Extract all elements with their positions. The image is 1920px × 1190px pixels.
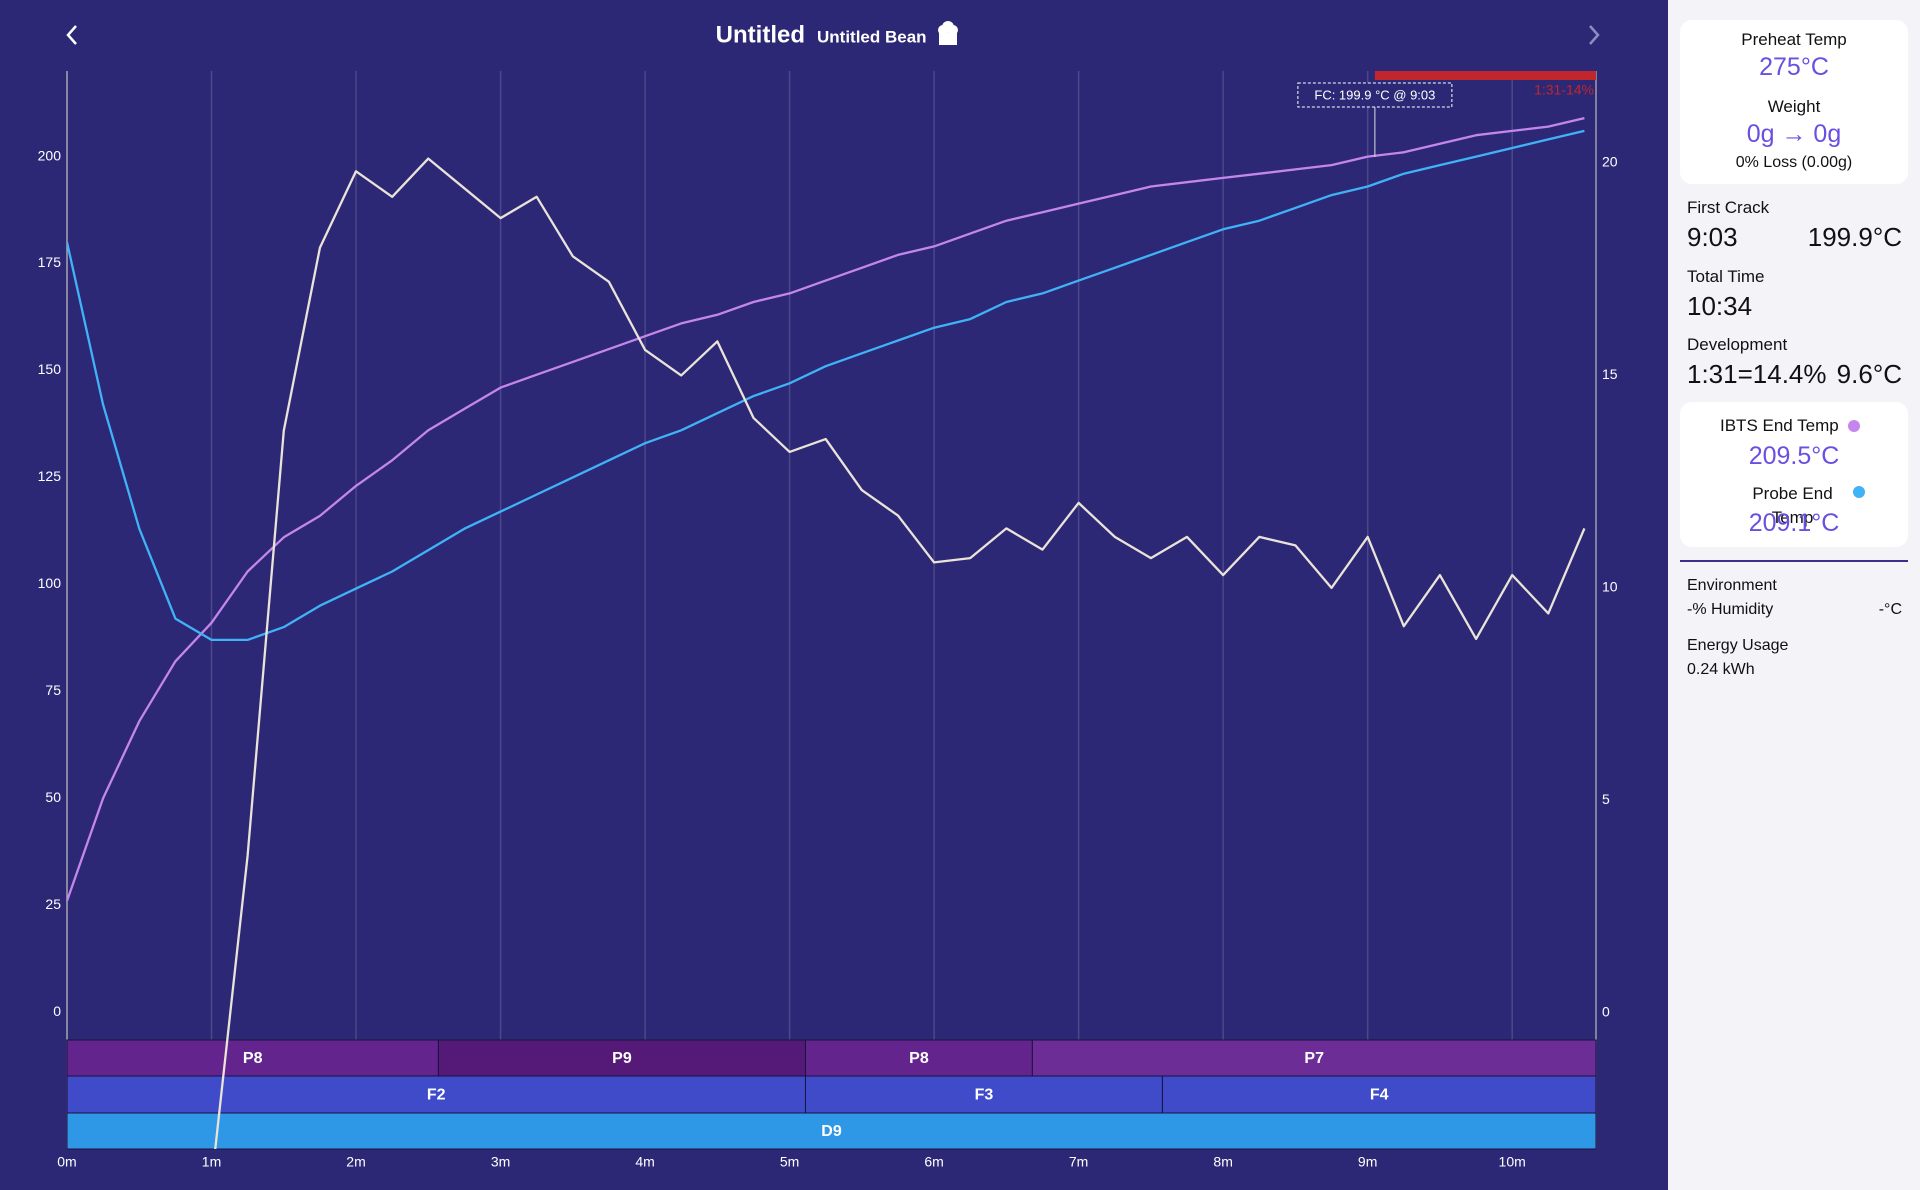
label: Weight [1767,97,1821,116]
value: 0.24 kWh [1687,661,1755,678]
value: 9:03 [1687,222,1738,252]
value: 1:31=14.4% [1687,359,1827,389]
legend-dot [1848,420,1860,432]
band-label: D9 [821,1123,842,1140]
y-tick-label: 0 [53,1003,61,1019]
band-label: P9 [612,1050,632,1067]
development-bar [1374,71,1596,80]
band [1031,1039,1597,1077]
value: 0g → 0g [1746,120,1842,148]
annotation-box [1297,82,1453,108]
band-label: F4 [1370,1087,1389,1104]
band-label: F3 [975,1087,994,1104]
value: -% Humidity [1687,601,1774,618]
sidebar: Preheat Temp 275°C Weight 0g → 0g 0% Los… [1668,0,1920,1190]
y2-tick-label: 5 [1602,791,1610,807]
value: 209.5°C [1748,442,1840,470]
y-tick-label: 100 [38,575,62,591]
x-tick-label: 3m [491,1154,510,1170]
value: 9.6°C [1836,359,1902,389]
band [804,1039,1033,1077]
y2-tick-label: 0 [1602,1004,1610,1020]
band [437,1039,806,1077]
x-tick-label: 6m [924,1154,943,1170]
x-tick-label: 9m [1358,1154,1377,1170]
x-tick-label: 1m [202,1154,221,1170]
label: Development [1687,335,1788,354]
band-label: P7 [1304,1050,1324,1067]
value: 199.9°C [1807,222,1902,252]
y-tick-label: 75 [45,682,61,698]
x-tick-label: 0m [57,1154,76,1170]
card [1680,402,1908,547]
band-label: P8 [243,1050,263,1067]
development-label: 1:31-14% [1534,82,1594,98]
label: Energy Usage [1687,637,1789,654]
band-label: F2 [427,1087,446,1104]
band-label: P8 [909,1050,929,1067]
y-tick-label: 25 [45,896,61,912]
value: 209.1°C [1748,509,1840,537]
y2-tick-label: 10 [1602,579,1618,595]
forward-button[interactable] [1589,25,1600,45]
label: Total Time [1687,267,1765,286]
band [66,1039,439,1077]
label: IBTS End Temp [1720,416,1839,435]
series-line [67,129,1585,642]
series-line [214,157,1586,1149]
legend-dot [1853,486,1865,498]
y-tick-label: 150 [38,361,62,377]
band [804,1075,1163,1114]
x-tick-label: 4m [635,1154,654,1170]
label: First Crack [1687,198,1770,217]
value: 275°C [1759,53,1829,81]
x-tick-label: 7m [1069,1154,1088,1170]
value: 10:34 [1687,291,1753,321]
annotation-text: FC: 199.9 °C @ 9:03 [1314,87,1435,102]
series-line [67,116,1585,902]
label: Probe End Temp [1752,484,1833,527]
subtitle: Untitled Bean [817,27,927,46]
plot [67,116,1586,1149]
band [1161,1075,1597,1114]
y-tick-label: 175 [38,254,62,270]
label: Environment [1687,577,1777,594]
y2-tick-label: 20 [1602,154,1618,170]
card [1680,20,1908,184]
y-tick-label: 50 [45,789,61,805]
chef-icon [938,21,958,45]
label: Preheat Temp [1741,30,1847,49]
y-tick-label: 200 [38,147,62,163]
x-tick-label: 2m [346,1154,365,1170]
x-tick-label: 5m [780,1154,799,1170]
band [66,1112,1597,1150]
x-tick-label: 10m [1499,1154,1526,1170]
chart: Untitled Untitled Bean 0m 1m 2m 3m 4m 5m 6m 7m 8… [38,21,1618,1170]
y-tick-label: 125 [38,468,62,484]
label: 0% Loss (0.00g) [1735,154,1853,171]
title: Untitled [716,21,805,48]
back-button[interactable] [66,25,77,45]
x-tick-label: 8m [1213,1154,1232,1170]
value: -°C [1878,601,1902,618]
y2-tick-label: 15 [1602,366,1618,382]
divider [1680,560,1908,562]
